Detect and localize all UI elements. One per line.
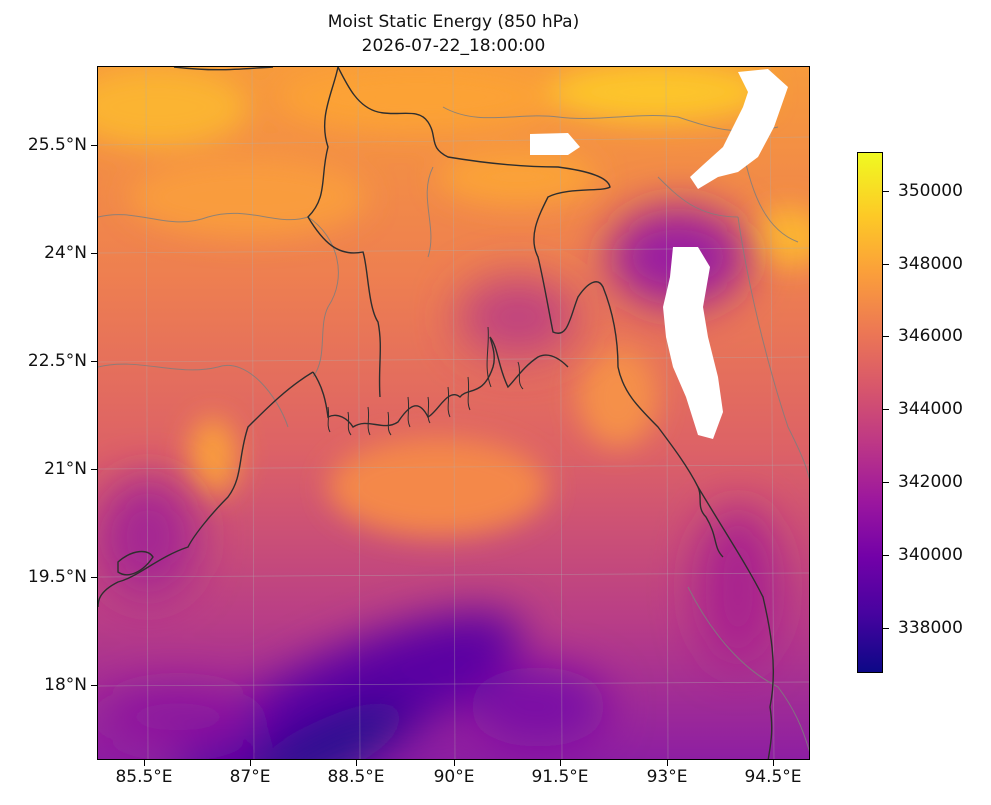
lat-tick-label: 24°N bbox=[44, 243, 87, 263]
colorbar-tick-label: 342000 bbox=[898, 472, 963, 492]
colorbar-tick-label: 344000 bbox=[898, 399, 963, 419]
colorbar-tick-mark bbox=[883, 264, 889, 265]
colorbar-tick-mark bbox=[883, 628, 889, 629]
delta-channels bbox=[327, 326, 524, 436]
map-plot-area bbox=[97, 66, 810, 760]
lon-tick-mark bbox=[356, 760, 357, 766]
lon-tick-label: 87°E bbox=[229, 767, 271, 787]
lon-tick-label: 88.5°E bbox=[327, 767, 385, 787]
mse-low-patches bbox=[98, 207, 778, 759]
lat-tick-label: 18°N bbox=[44, 675, 87, 695]
lat-tick-label: 22.5°N bbox=[27, 351, 87, 371]
lon-tick-label: 85.5°E bbox=[115, 767, 173, 787]
colorbar-tick-label: 338000 bbox=[898, 618, 963, 638]
lon-tick-label: 93°E bbox=[646, 767, 688, 787]
lat-tick-mark bbox=[91, 253, 97, 254]
colorbar-tick-label: 350000 bbox=[898, 181, 963, 201]
lon-tick-mark bbox=[250, 760, 251, 766]
chart-title: Moist Static Energy (850 hPa) bbox=[327, 12, 580, 32]
lat-tick-mark bbox=[91, 469, 97, 470]
lon-tick-mark bbox=[144, 760, 145, 766]
lon-tick-mark bbox=[667, 760, 668, 766]
coastline bbox=[98, 67, 775, 759]
lat-tick-label: 19.5°N bbox=[27, 567, 87, 587]
lat-tick-label: 25.5°N bbox=[27, 135, 87, 155]
lon-tick-mark bbox=[773, 760, 774, 766]
lon-tick-label: 90°E bbox=[433, 767, 475, 787]
admin-borders bbox=[98, 106, 809, 752]
colorbar-tick-label: 348000 bbox=[898, 254, 963, 274]
colorbar bbox=[857, 152, 883, 673]
lat-tick-mark bbox=[91, 685, 97, 686]
colorbar-tick-mark bbox=[883, 336, 889, 337]
mse-high-patches bbox=[98, 67, 809, 537]
colorbar-tick-mark bbox=[883, 482, 889, 483]
lat-tick-mark bbox=[91, 145, 97, 146]
chart-subtitle: 2026-07-22_18:00:00 bbox=[361, 36, 546, 56]
lat-tick-mark bbox=[91, 361, 97, 362]
lon-tick-label: 91.5°E bbox=[531, 767, 589, 787]
colorbar-tick-mark bbox=[883, 191, 889, 192]
lat-tick-label: 21°N bbox=[44, 459, 87, 479]
colorbar-tick-mark bbox=[883, 409, 889, 410]
map-field-svg bbox=[98, 67, 809, 759]
lon-tick-label: 94.5°E bbox=[744, 767, 802, 787]
lat-tick-mark bbox=[91, 577, 97, 578]
colorbar-tick-mark bbox=[883, 555, 889, 556]
lon-tick-mark bbox=[454, 760, 455, 766]
missing-data-regions bbox=[530, 69, 788, 439]
lon-tick-mark bbox=[560, 760, 561, 766]
colorbar-tick-label: 346000 bbox=[898, 326, 963, 346]
colorbar-tick-label: 340000 bbox=[898, 545, 963, 565]
